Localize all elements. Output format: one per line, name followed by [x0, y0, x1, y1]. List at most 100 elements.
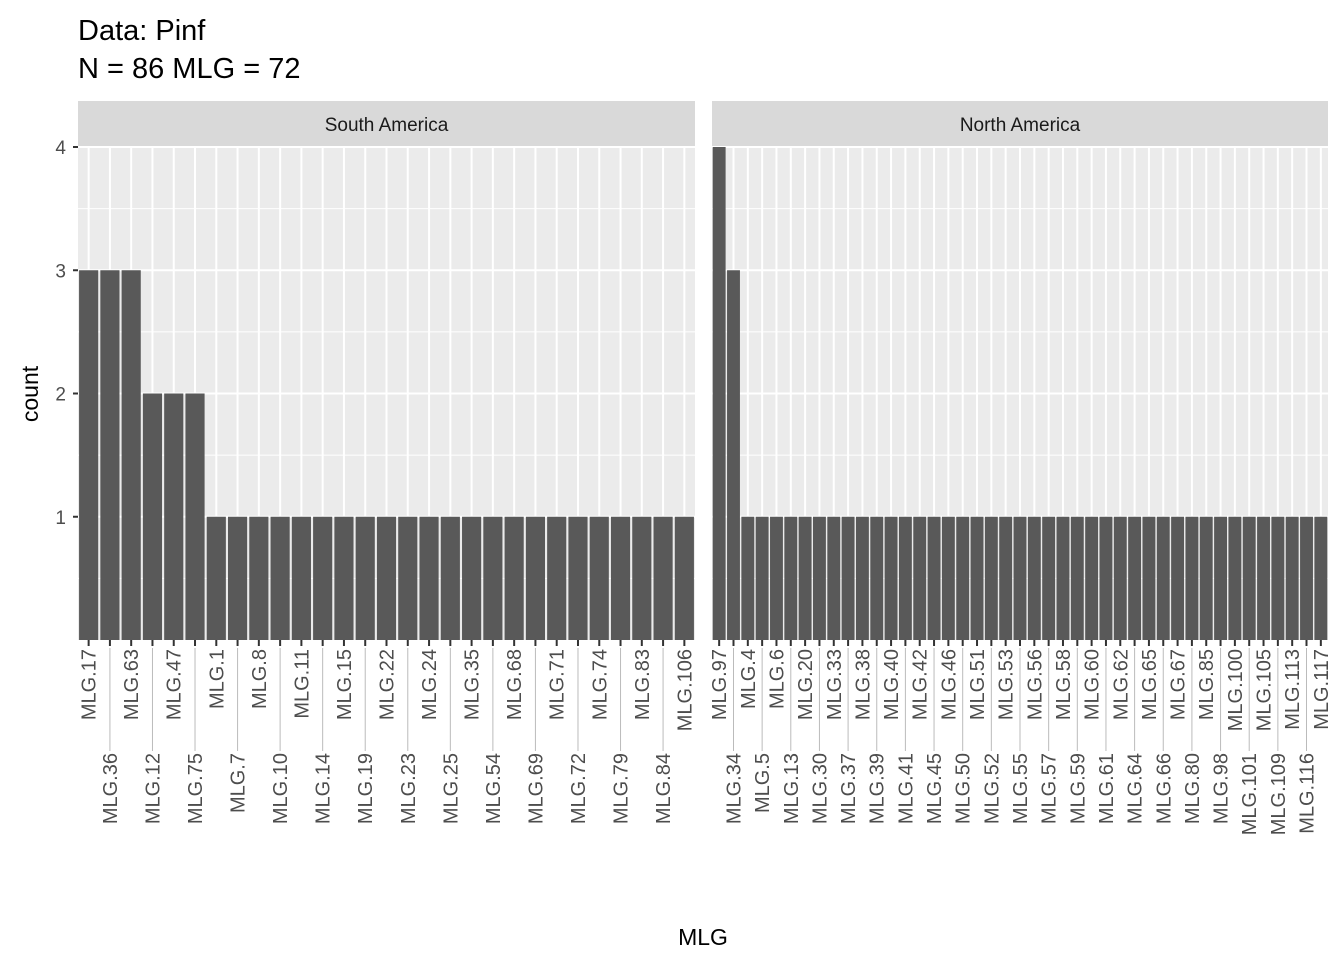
bar: [79, 270, 99, 640]
x-tick-label: MLG.80: [1182, 753, 1204, 824]
bar: [812, 516, 826, 640]
bar: [185, 393, 205, 640]
x-tick-label: MLG.58: [1053, 649, 1075, 720]
x-tick-label: MLG.1: [206, 649, 228, 709]
bar: [913, 516, 927, 640]
bar: [1285, 516, 1299, 640]
x-tick-label: MLG.64: [1125, 753, 1147, 824]
bar: [589, 516, 609, 640]
bar: [1085, 516, 1099, 640]
bar: [632, 516, 652, 640]
bar: [727, 270, 740, 640]
x-tick-label: MLG.19: [355, 753, 377, 824]
bar: [827, 516, 841, 640]
y-tick-label: 4: [55, 138, 66, 159]
x-tick-label: MLG.35: [462, 649, 484, 720]
x-tick-label: MLG.54: [483, 753, 505, 824]
x-tick-label: MLG.85: [1196, 649, 1218, 720]
x-tick-label: MLG.83: [632, 649, 654, 720]
x-tick-label: MLG.12: [142, 753, 164, 824]
x-tick-label: MLG.98: [1211, 753, 1233, 824]
bar: [121, 270, 141, 640]
x-tick-label: MLG.61: [1096, 753, 1118, 824]
bar: [855, 516, 869, 640]
y-tick-label: 3: [55, 261, 66, 282]
x-tick-label: MLG.116: [1297, 753, 1319, 834]
x-tick-label: MLG.62: [1110, 649, 1132, 720]
bar: [398, 516, 418, 640]
x-tick-label: MLG.6: [766, 649, 788, 709]
x-tick-label: MLG.55: [1010, 753, 1032, 824]
x-tick-label: MLG.11: [291, 649, 313, 719]
x-tick-label: MLG.52: [981, 753, 1003, 824]
bar: [142, 393, 163, 640]
x-tick-label: MLG.72: [568, 753, 590, 824]
bar: [941, 516, 955, 640]
bar: [334, 516, 354, 640]
x-tick-label: MLG.47: [164, 649, 186, 720]
bar: [1185, 516, 1199, 640]
x-tick-label: MLG.8: [249, 649, 271, 709]
facet-panel: MLG.97 MLG.34 MLG.4 MLG.5 MLG.6 MLG.13 MLG.20 M…: [709, 101, 1333, 835]
x-tick-label: MLG.4: [738, 649, 760, 709]
bar: [270, 516, 290, 640]
bar: [1271, 516, 1285, 640]
x-tick-label: MLG.7: [228, 753, 250, 813]
y-tick-label: 2: [55, 385, 66, 406]
x-tick-label: MLG.39: [867, 753, 889, 824]
bar: [206, 516, 226, 640]
x-tick-label: MLG.20: [795, 649, 817, 720]
x-tick-label: MLG.63: [121, 649, 143, 720]
x-tick-label: MLG.36: [100, 753, 122, 824]
bar: [1300, 516, 1313, 640]
x-tick-label: MLG.5: [752, 753, 774, 813]
bar: [376, 516, 397, 640]
bar: [164, 393, 184, 640]
x-tick-label: MLG.23: [398, 753, 420, 824]
bar: [784, 516, 798, 640]
facet-strip: [712, 101, 1328, 146]
facet-panels: MLG.17 MLG.36 MLG.63 MLG.12 MLG.47 MLG.75 MLG.…: [78, 101, 1333, 835]
x-tick-label: MLG.40: [881, 649, 903, 720]
x-tick-label: MLG.68: [504, 649, 526, 720]
bar: [525, 516, 546, 640]
bar: [1257, 516, 1270, 640]
bar: [483, 516, 503, 640]
facet-panel: MLG.17 MLG.36 MLG.63 MLG.12 MLG.47 MLG.75 MLG.…: [78, 101, 696, 824]
facet-strip-label: South America: [325, 115, 449, 136]
bar: [984, 516, 998, 640]
facet-strip: [78, 101, 695, 146]
x-tick-label: MLG.33: [824, 649, 846, 720]
bar: [462, 516, 482, 640]
x-tick-label: MLG.15: [334, 649, 356, 720]
bar: [712, 147, 726, 640]
x-tick-label: MLG.75: [185, 753, 207, 824]
x-tick-label: MLG.117: [1311, 649, 1333, 730]
x-tick-label: MLG.51: [967, 649, 989, 720]
x-tick-label: MLG.65: [1139, 649, 1161, 720]
x-tick-label: MLG.67: [1168, 649, 1190, 720]
x-tick-label: MLG.14: [313, 753, 335, 824]
bar: [956, 516, 970, 640]
bar: [1156, 516, 1170, 640]
bar: [227, 516, 248, 640]
bar: [313, 516, 333, 640]
bar: [1242, 516, 1256, 640]
bar: [741, 516, 755, 640]
x-tick-label: MLG.113: [1282, 649, 1304, 730]
x-tick-label: MLG.84: [653, 753, 675, 824]
x-tick-label: MLG.34: [723, 753, 745, 824]
y-axis-title: count: [17, 365, 43, 422]
bar: [1070, 516, 1084, 640]
bar: [841, 516, 855, 640]
x-tick-label: MLG.24: [419, 649, 441, 720]
bar: [898, 516, 912, 640]
x-tick-label: MLG.38: [852, 649, 874, 720]
x-tick-label: MLG.100: [1225, 649, 1247, 731]
bar: [1013, 516, 1027, 640]
x-tick-label: MLG.79: [611, 753, 633, 824]
x-tick-label: MLG.53: [996, 649, 1018, 720]
x-tick-label: MLG.105: [1254, 649, 1276, 731]
bar: [1027, 516, 1041, 640]
bar: [653, 516, 673, 640]
